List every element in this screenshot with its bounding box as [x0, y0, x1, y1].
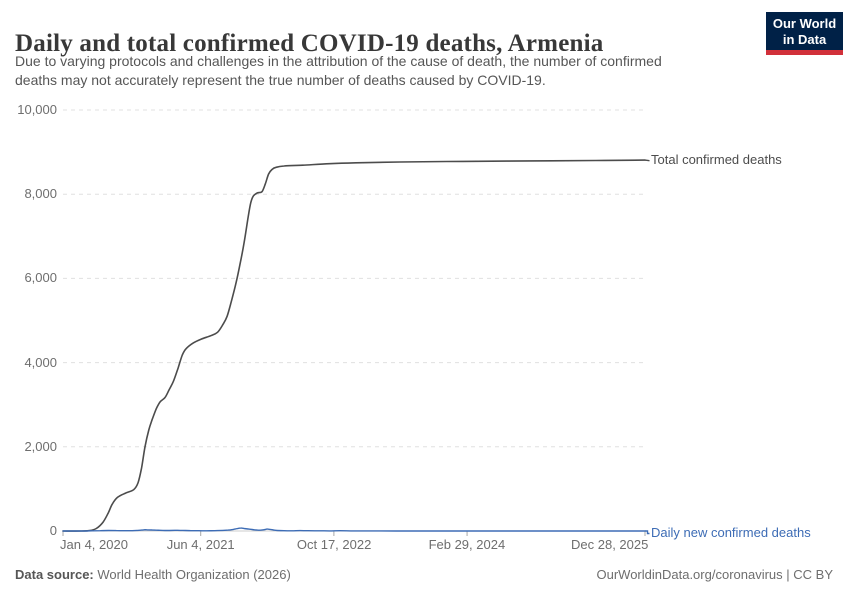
y-axis-tick-label: 4,000 — [24, 354, 57, 370]
owid-url-link[interactable]: OurWorldinData.org/coronavirus | CC BY — [596, 567, 833, 582]
owid-logo-line2: in Data — [782, 32, 827, 47]
owid-logo-line1: Our World — [772, 16, 837, 31]
x-axis-tick-label: Dec 28, 2025 — [571, 537, 649, 552]
y-axis-tick-label: 0 — [49, 523, 57, 538]
chart-subtitle-line1: Due to varying protocols and challenges … — [15, 53, 662, 69]
page-title: Daily and total confirmed COVID-19 death… — [15, 29, 604, 57]
chart-subtitle: Due to varying protocols and challenges … — [15, 52, 662, 90]
data-source-note: Data source: World Health Organization (… — [15, 567, 291, 582]
y-axis-tick-label: 10,000 — [17, 102, 57, 117]
license-note: OurWorldinData.org/coronavirus | CC BY — [596, 567, 833, 582]
daily-series-label: Daily new confirmed deaths — [651, 525, 811, 540]
x-axis-tick-label: Jun 4, 2021 — [166, 537, 235, 552]
x-axis-tick-label: Feb 29, 2024 — [428, 537, 506, 552]
total-series-label: Total confirmed deaths — [651, 152, 782, 168]
y-axis-tick-label: 2,000 — [24, 438, 57, 454]
x-axis-tick-label: Oct 17, 2022 — [296, 537, 372, 552]
owid-logo: Our World in Data — [766, 12, 843, 55]
y-axis-tick-label: 6,000 — [24, 270, 57, 286]
y-axis-tick-label: 8,000 — [24, 186, 57, 202]
data-source-label: Data source: — [15, 567, 94, 582]
x-axis-tick-label: Jan 4, 2020 — [60, 537, 128, 552]
chart-subtitle-line2: deaths may not accurately represent the … — [15, 72, 546, 88]
data-source-value: World Health Organization (2026) — [93, 567, 291, 582]
